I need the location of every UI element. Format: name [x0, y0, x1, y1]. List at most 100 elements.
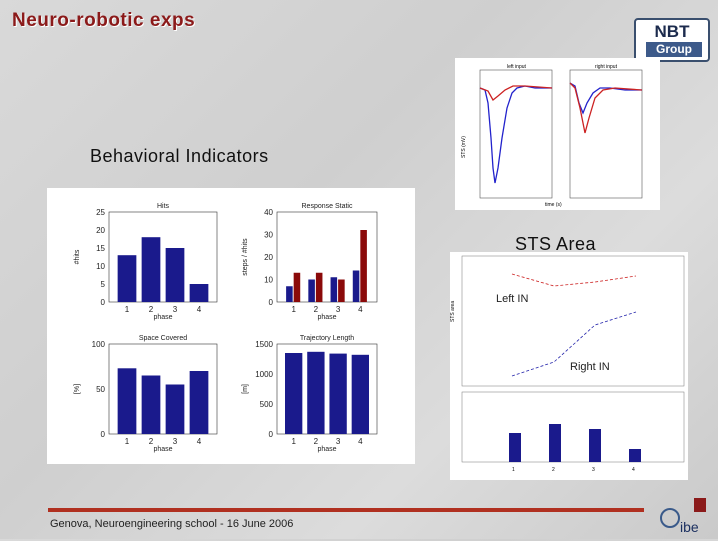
sts-response-plot: left input right input STS (mV) time (s): [455, 58, 660, 210]
chart-3-ytick: 1000: [255, 370, 273, 379]
chart-1-xtick: 3: [336, 305, 341, 314]
chart-2-xlabel: phase: [153, 446, 172, 453]
chart-1-bar: [315, 272, 323, 302]
chart-1-bar: [293, 272, 301, 302]
chart-2-xtick: 1: [125, 437, 130, 446]
chart-1-xtick: 4: [358, 305, 363, 314]
chart-3-ylabel: [m]: [242, 384, 249, 394]
chart-0-bar: [189, 284, 209, 302]
slide-title: Neuro-robotic exps: [12, 10, 196, 31]
sts-xtick-2: 2: [552, 467, 555, 473]
left-in-label: Left IN: [496, 293, 528, 305]
chart-0-ytick: 25: [96, 208, 105, 217]
chart-2-xtick: 2: [149, 437, 154, 446]
behavioral-heading: Behavioral Indicators: [90, 146, 269, 166]
sts-area-panel: STS area Left IN Right IN 1 2 3 4: [450, 252, 688, 480]
chart-3-xtick: 2: [314, 437, 319, 446]
dibe-logo: ibe: [658, 498, 710, 536]
chart-2-ylabel: [%]: [74, 384, 81, 394]
sts-area-ylabel: STS area: [450, 301, 456, 322]
chart-0-ytick: 10: [96, 262, 105, 271]
chart-0-xtick: 3: [173, 305, 178, 314]
chart-0-ylabel: #hits: [74, 249, 81, 264]
right-axes: [569, 69, 643, 199]
chart-3-title: Trajectory Length: [300, 335, 354, 342]
chart-1-bar: [338, 279, 345, 302]
dibe-logo-text: ibe: [680, 519, 699, 535]
chart-1-ytick: 30: [264, 231, 273, 240]
chart-3-xtick: 4: [358, 437, 363, 446]
chart-1-title: Response Static: [302, 203, 353, 210]
chart-1-bar: [330, 277, 338, 302]
chart-0-bar: [117, 255, 137, 302]
chart-3-bar: [285, 353, 303, 434]
sts-xtick-1: 1: [512, 467, 515, 473]
sts-response-svg: left input right input STS (mV) time (s): [461, 64, 643, 208]
sts-area-heading: STS Area: [515, 234, 597, 254]
dibe-logo-svg: ibe: [660, 498, 706, 535]
footer-divider: [48, 508, 644, 512]
chart-0-ytick: 15: [96, 244, 105, 253]
chart-2-xtick: 3: [173, 437, 178, 446]
chart-1-ytick: 20: [264, 253, 273, 262]
sts-bar-2: [549, 424, 561, 462]
chart-3-xtick: 3: [336, 437, 341, 446]
left-red-trace: [479, 85, 553, 101]
right-in-label: Right IN: [570, 361, 610, 373]
chart-3-ytick: 0: [269, 430, 274, 439]
right-in-series: [511, 311, 637, 377]
sts-bar-4: [629, 449, 641, 462]
right-red-trace: [569, 82, 643, 134]
chart-0-bar: [141, 237, 161, 302]
chart-3-bar: [307, 351, 325, 434]
chart-1-xtick: 2: [314, 305, 319, 314]
left-blue-trace: [479, 85, 552, 184]
chart-2-bar: [165, 384, 185, 434]
sts-bar-1: [509, 433, 521, 462]
chart-0-title: Hits: [157, 203, 170, 210]
sts-xtick-3: 3: [592, 467, 595, 473]
chart-1-bar: [352, 270, 360, 302]
chart-1-bar: [286, 286, 293, 302]
right-blue-trace: [569, 82, 642, 115]
chart-1-ytick: 10: [264, 276, 273, 285]
left-input-title: left input: [507, 64, 527, 70]
chart-2-bar: [189, 371, 209, 434]
chart-3-ytick: 1500: [255, 340, 273, 349]
chart-1-xlabel: phase: [317, 314, 336, 321]
left-axes: [479, 69, 553, 199]
sts-bars-axes: [461, 391, 685, 463]
chart-0-xtick: 2: [149, 305, 154, 314]
chart-0-ytick: 20: [96, 226, 105, 235]
chart-2-ytick: 0: [101, 430, 106, 439]
chart-2-bar: [141, 375, 161, 434]
behavioral-indicators-panel: Hits phase #hits 0 5 10 15 20 25 1 2 3 4 Response Sta…: [47, 188, 415, 464]
chart-2-bar: [117, 368, 137, 434]
sts-xtick-4: 4: [632, 467, 635, 473]
left-in-series: [511, 273, 637, 287]
sts-ylabel: STS (mV): [461, 136, 467, 158]
chart-2-xtick: 4: [197, 437, 202, 446]
sts-bar-3: [589, 429, 601, 462]
chart-3-bar: [351, 354, 369, 434]
chart-3-axes: [276, 343, 378, 435]
chart-1-ylabel: steps / #hits: [242, 238, 249, 276]
sts-area-svg: STS area Left IN Right IN 1 2 3 4: [450, 255, 685, 473]
chart-0-ytick: 5: [101, 280, 106, 289]
chart-3-bar: [329, 353, 347, 434]
chart-0-xtick: 1: [125, 305, 130, 314]
chart-2-axes: [108, 343, 218, 435]
chart-3-xlabel: phase: [317, 446, 336, 453]
chart-3-ytick: 500: [260, 400, 274, 409]
chart-2-title: Space Covered: [139, 335, 187, 342]
chart-0-bar: [165, 248, 185, 302]
chart-0-ytick: 0: [101, 298, 106, 307]
logo-nbt-text: NBT: [654, 22, 690, 41]
chart-1-bar: [308, 279, 315, 302]
nbt-group-logo: NBT Group: [630, 14, 714, 62]
sts-area-axes: [461, 255, 685, 387]
chart-1-bar: [360, 230, 367, 302]
footer-text: Genova, Neuroengineering school - 16 Jun…: [50, 518, 294, 530]
chart-3-xtick: 1: [291, 437, 296, 446]
